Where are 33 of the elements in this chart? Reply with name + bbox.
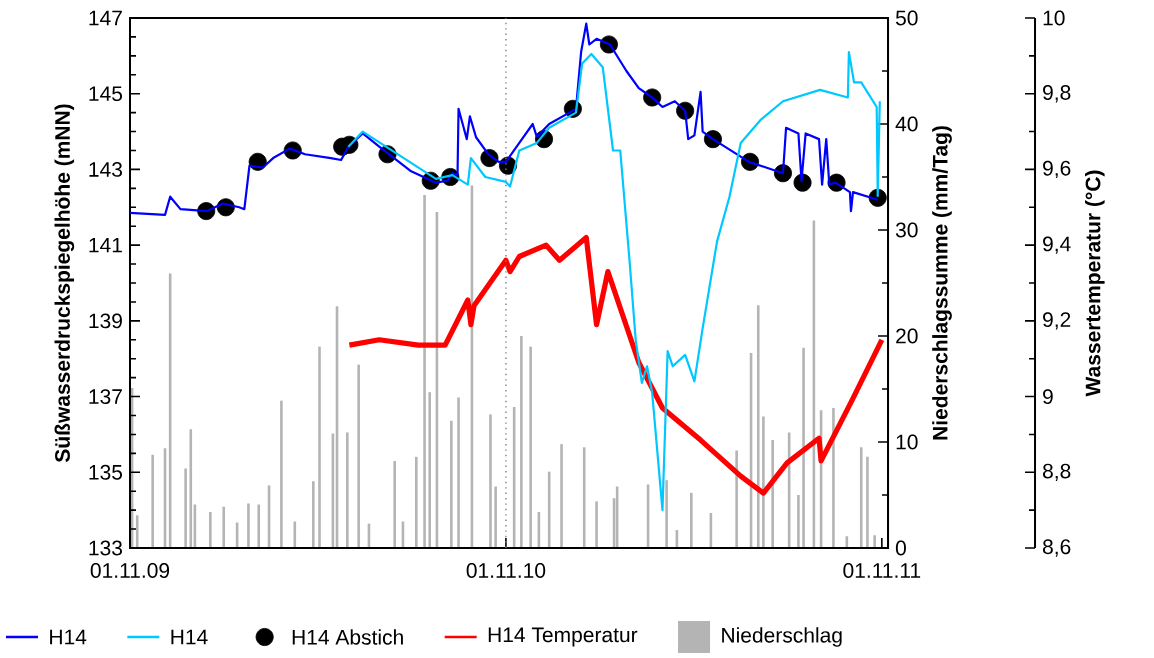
x-tick-label: 01.11.11 <box>843 563 921 578</box>
legend-label: H14 <box>50 629 87 645</box>
y2-tick-label: 50 <box>895 10 918 26</box>
y2-tick-label: 0 <box>895 540 906 556</box>
y2-tick-label: 30 <box>895 222 918 238</box>
y3-tick-label: 9,2 <box>1043 312 1071 330</box>
legend-label: H14 Temperatur <box>488 627 638 647</box>
y3-tick-label: 9,6 <box>1043 160 1071 179</box>
legend-label: H14 <box>171 629 208 645</box>
y2-axis-title: Niederschlagssumme (mm/Tag) <box>932 126 952 440</box>
y-tick-label: 143 <box>89 162 123 177</box>
y2-tick-label: 10 <box>896 434 918 450</box>
y-tick-label: 147 <box>89 10 122 26</box>
y-tick-label: 141 <box>89 237 122 253</box>
legend-label: Niederschlag <box>722 627 842 647</box>
y3-tick-label: 8,8 <box>1042 463 1071 481</box>
x-tick-label: 01.11.10 <box>466 563 546 578</box>
y-tick-label: 139 <box>89 313 122 329</box>
y3-tick-label: 9,4 <box>1043 236 1071 254</box>
y-tick-label: 145 <box>89 86 123 102</box>
legend-label: H14 Abstich <box>292 629 403 645</box>
y3-axis-title: Wassertemperatur (°C) <box>1085 170 1105 397</box>
y3-tick-label: 10 <box>1043 10 1065 26</box>
x-tick-label: 01.11.09 <box>90 563 170 578</box>
y-axis-title: Süßwasserdruckspiegelhöhe (mNN) <box>54 104 75 463</box>
y-tick-label: 135 <box>89 464 123 480</box>
y-tick-label: 137 <box>89 389 122 405</box>
y3-tick-label: 9 <box>1043 389 1053 405</box>
y3-tick-label: 9,8 <box>1043 85 1071 103</box>
y3-tick-label: 8,6 <box>1042 539 1071 557</box>
y-tick-label: 133 <box>89 540 123 556</box>
y2-tick-label: 20 <box>896 328 918 344</box>
y2-tick-label: 40 <box>895 116 918 132</box>
